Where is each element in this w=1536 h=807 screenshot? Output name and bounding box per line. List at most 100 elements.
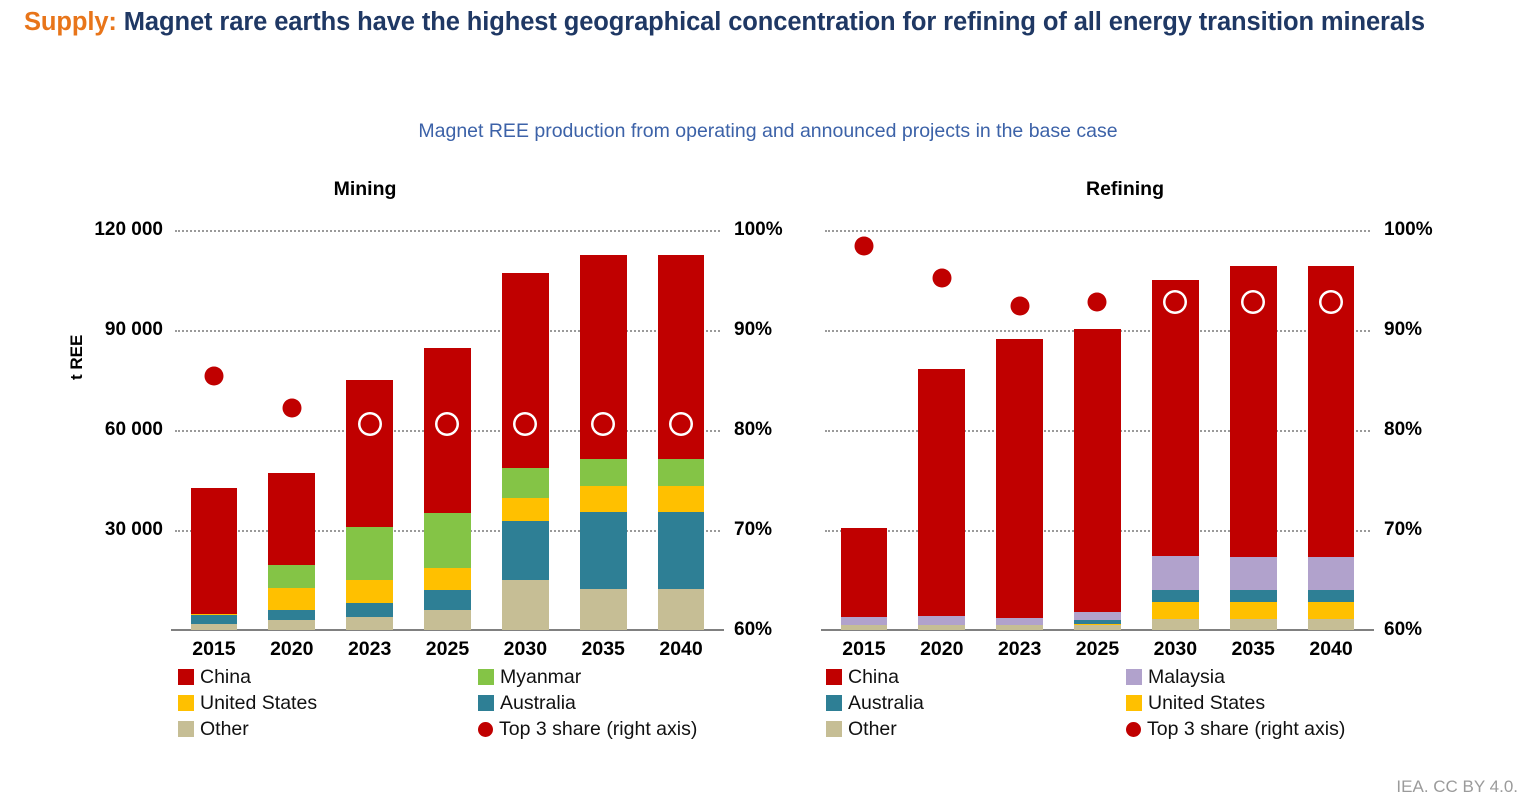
bar-segment-united-states[interactable] [424,568,471,590]
bar-segment-china[interactable] [840,528,888,617]
bar-segment-united-states[interactable] [657,486,705,512]
bar-segment-other[interactable] [1152,619,1199,630]
bar-column[interactable]: 2025 [424,230,471,660]
top3-share-marker[interactable] [1243,292,1263,312]
legend-item-top-3-share-right-axis[interactable]: Top 3 share (right axis) [478,718,818,741]
bar-segment-united-states[interactable] [1152,602,1199,619]
bar-segment-malaysia[interactable] [918,616,966,625]
bar-segment-china[interactable] [1229,266,1277,557]
bar-column[interactable]: 2023 [996,230,1043,660]
bar-segment-australia[interactable] [346,603,393,617]
top3-share-marker[interactable] [437,414,457,434]
bar-segment-malaysia[interactable] [996,618,1043,625]
bar-segment-other[interactable] [190,624,238,630]
bar-segment-united-states[interactable] [1074,624,1121,625]
bar-segment-other[interactable] [1307,619,1355,630]
legend-item-china[interactable]: China [178,666,478,689]
bar-segment-myanmar[interactable] [502,468,549,498]
bar-segment-myanmar[interactable] [579,459,627,486]
bar-segment-australia[interactable] [268,610,316,620]
bar-segment-malaysia[interactable] [1152,556,1199,590]
bar-column[interactable]: 2030 [1152,230,1199,660]
bar-segment-other[interactable] [918,625,966,630]
top3-share-marker[interactable] [1165,292,1185,312]
bar-segment-other[interactable] [424,610,471,630]
bar-segment-united-states[interactable] [268,588,316,610]
bar-segment-australia[interactable] [1229,590,1277,602]
bar-segment-china[interactable] [346,380,393,527]
top3-share-marker[interactable] [1321,292,1341,312]
bar-segment-united-states[interactable] [1229,602,1277,619]
legend-item-myanmar[interactable]: Myanmar [478,666,818,689]
top3-share-marker[interactable] [515,414,535,434]
top3-share-marker[interactable] [593,414,613,434]
bar-segment-united-states[interactable] [1307,602,1355,619]
top3-share-marker[interactable] [360,414,380,434]
bar-column[interactable]: 2023 [346,230,393,660]
bar-segment-other[interactable] [502,580,549,630]
bar-segment-china[interactable] [268,473,316,565]
bar-segment-united-states[interactable] [579,486,627,512]
bar-segment-other[interactable] [268,620,316,630]
top3-share-marker[interactable] [671,414,691,434]
top3-share-marker[interactable] [204,366,224,386]
legend-item-australia[interactable]: Australia [826,692,1126,715]
bar-segment-united-states[interactable] [190,614,238,615]
bar-segment-united-states[interactable] [502,498,549,521]
bar-segment-malaysia[interactable] [1074,612,1121,620]
bar-segment-other[interactable] [346,617,393,630]
bar-segment-other[interactable] [579,589,627,630]
bar-column[interactable]: 2020 [918,230,966,660]
legend-item-malaysia[interactable]: Malaysia [1126,666,1466,689]
bar-segment-china[interactable] [502,273,549,468]
bar-segment-malaysia[interactable] [840,617,888,625]
bar-segment-myanmar[interactable] [346,527,393,580]
legend-item-top-3-share-right-axis[interactable]: Top 3 share (right axis) [1126,718,1466,741]
top3-share-marker[interactable] [854,236,874,256]
bar-segment-australia[interactable] [502,521,549,580]
bar-segment-australia[interactable] [1152,590,1199,602]
bar-column[interactable]: 2025 [1074,230,1121,660]
bar-segment-australia[interactable] [579,512,627,589]
bar-segment-malaysia[interactable] [1307,557,1355,590]
top3-share-marker[interactable] [932,268,952,288]
bar-segment-other[interactable] [1229,619,1277,630]
legend-item-other[interactable]: Other [178,718,478,741]
bar-segment-myanmar[interactable] [424,513,471,568]
bar-segment-china[interactable] [1074,329,1121,612]
top3-share-marker[interactable] [1087,292,1107,312]
top3-share-marker[interactable] [1010,296,1030,316]
bar-segment-china[interactable] [918,369,966,616]
bar-column[interactable]: 2035 [1229,230,1277,660]
bar-column[interactable]: 2020 [268,230,316,660]
bar-column[interactable]: 2015 [190,230,238,660]
bar-segment-china[interactable] [1307,266,1355,557]
bar-segment-australia[interactable] [1307,590,1355,602]
bar-segment-other[interactable] [657,589,705,630]
bar-segment-other[interactable] [840,625,888,630]
bar-segment-australia[interactable] [1074,620,1121,624]
legend-item-australia[interactable]: Australia [478,692,818,715]
bar-column[interactable]: 2040 [657,230,705,660]
bar-segment-australia[interactable] [657,512,705,589]
bar-column[interactable]: 2015 [840,230,888,660]
legend-item-united-states[interactable]: United States [178,692,478,715]
bar-column[interactable]: 2035 [579,230,627,660]
bar-segment-china[interactable] [1152,280,1199,556]
top3-share-marker[interactable] [282,398,302,418]
bar-segment-other[interactable] [996,625,1043,630]
bar-segment-united-states[interactable] [346,580,393,603]
bar-segment-australia[interactable] [424,590,471,610]
bar-segment-malaysia[interactable] [1229,557,1277,590]
bar-segment-other[interactable] [1074,625,1121,630]
bar-segment-australia[interactable] [190,615,238,624]
legend-item-other[interactable]: Other [826,718,1126,741]
bar-segment-myanmar[interactable] [268,565,316,588]
legend-item-united-states[interactable]: United States [1126,692,1466,715]
bar-segment-china[interactable] [996,339,1043,618]
bar-segment-china[interactable] [190,488,238,614]
bar-segment-myanmar[interactable] [657,459,705,486]
legend-item-china[interactable]: China [826,666,1126,689]
bar-column[interactable]: 2040 [1307,230,1355,660]
bar-column[interactable]: 2030 [502,230,549,660]
